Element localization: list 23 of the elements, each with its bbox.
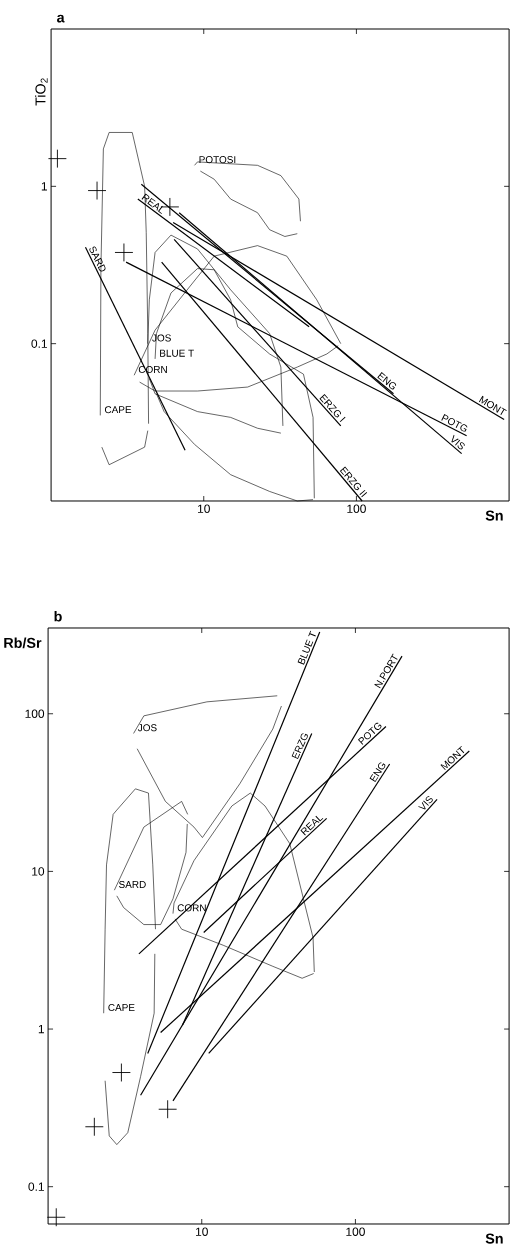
text: ERZG: [291, 733, 308, 760]
y-tick-label: 1: [38, 1024, 44, 1034]
y-axis-title: TiO$_{2}$: [35, 78, 48, 106]
series-label: JOS: [152, 334, 171, 342]
y-tick-label: 10: [32, 867, 45, 876]
text: BLUE T: [297, 630, 316, 665]
y-tick-label: 1: [41, 182, 47, 191]
x-axis-title: Sn: [485, 510, 503, 521]
series-label: CAPE: [104, 406, 132, 414]
series-label: JOS: [137, 724, 157, 732]
y-axis-title: Rb/Sr: [4, 637, 42, 649]
y-tick-label: 100: [25, 709, 45, 718]
series-label: BLUE T: [160, 349, 194, 357]
series-label: CAPE: [108, 1003, 135, 1012]
series-label: SARD: [118, 880, 146, 888]
text: VIS: [451, 434, 465, 450]
chart-title: a: [56, 14, 65, 23]
series-label: POTOSI: [199, 156, 236, 164]
y-tick-label: 0.1: [28, 1182, 44, 1191]
y-tick-label: 0.1: [31, 339, 47, 348]
chart-title: b: [54, 610, 62, 622]
x-axis-title: Sn: [485, 1233, 503, 1244]
text: VIS: [418, 796, 433, 810]
